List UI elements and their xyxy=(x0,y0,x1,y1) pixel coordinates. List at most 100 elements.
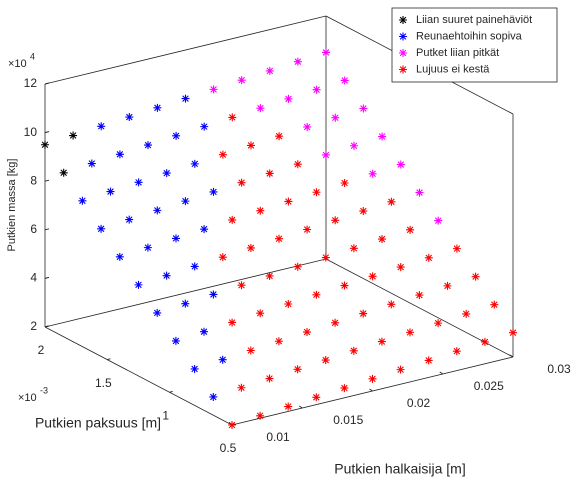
x-tick xyxy=(298,405,303,409)
data-point xyxy=(424,253,433,262)
data-point xyxy=(359,207,368,216)
z-exponent: 4 xyxy=(30,51,35,61)
data-point xyxy=(303,122,312,131)
data-point xyxy=(125,215,134,224)
data-point xyxy=(321,253,330,262)
z-tick-label: 2 xyxy=(30,319,37,333)
data-point xyxy=(200,327,208,336)
data-point xyxy=(331,216,340,225)
data-point xyxy=(200,225,209,234)
data-point xyxy=(434,319,443,328)
data-point xyxy=(368,169,377,178)
data-point xyxy=(377,337,386,346)
x-tick-label: 0.01 xyxy=(266,430,290,444)
data-point xyxy=(87,159,96,168)
data-point xyxy=(256,309,265,318)
data-point xyxy=(247,141,255,150)
axis-box-edge xyxy=(44,15,327,85)
data-point xyxy=(69,131,78,140)
data-point xyxy=(181,197,190,206)
data-point xyxy=(312,85,321,94)
data-point xyxy=(378,235,386,244)
data-point xyxy=(452,244,461,253)
data-point xyxy=(265,374,274,383)
data-point xyxy=(209,85,218,94)
data-point xyxy=(312,290,321,299)
data-point xyxy=(41,140,49,149)
z-tick-label: 4 xyxy=(30,271,37,285)
data-point xyxy=(312,188,321,197)
data-point xyxy=(97,224,106,233)
data-point xyxy=(181,94,190,103)
data-point xyxy=(256,206,265,215)
data-point xyxy=(331,318,340,327)
data-point xyxy=(246,346,255,355)
z-tick xyxy=(44,131,50,134)
data-point xyxy=(406,225,415,234)
data-point xyxy=(171,336,180,345)
data-point xyxy=(303,225,312,234)
data-point xyxy=(378,132,387,141)
data-point xyxy=(275,132,284,141)
data-point xyxy=(424,356,433,365)
data-point xyxy=(349,346,358,355)
data-point xyxy=(228,318,237,327)
z-multiplier: ×10 xyxy=(8,58,27,70)
data-point xyxy=(125,113,134,122)
z-tick xyxy=(44,228,50,231)
axis-box-edge xyxy=(44,326,233,426)
z-tick-label: 10 xyxy=(24,125,38,139)
data-point xyxy=(218,253,227,262)
data-point xyxy=(331,113,340,122)
data-point xyxy=(144,141,152,150)
y-tick-label: 1 xyxy=(162,409,169,423)
z-axis-title: Putkien massa [kg] xyxy=(6,159,18,252)
y-exponent: -3 xyxy=(40,385,48,395)
data-point xyxy=(284,300,293,309)
data-point xyxy=(312,393,321,402)
axis-box-edge xyxy=(325,258,514,358)
x-tick-label: 0.02 xyxy=(407,396,431,410)
data-point xyxy=(284,197,293,206)
data-point xyxy=(153,206,162,215)
data-point xyxy=(340,76,349,85)
data-point xyxy=(209,290,218,299)
data-point xyxy=(434,216,443,225)
z-tick xyxy=(44,82,50,85)
data-point xyxy=(340,281,349,290)
data-point xyxy=(78,196,87,205)
data-point xyxy=(284,94,293,103)
z-tick xyxy=(44,276,50,279)
data-point xyxy=(340,179,349,188)
data-point xyxy=(172,234,180,243)
data-point xyxy=(396,263,405,272)
data-point xyxy=(349,244,358,253)
y-tick-label: 0.5 xyxy=(220,441,237,455)
data-point xyxy=(387,300,396,309)
x-tick-label: 0.015 xyxy=(333,413,363,427)
x-axis-title: Putkien halkaisija [m] xyxy=(334,461,466,477)
data-point xyxy=(162,271,171,280)
legend-label: Putket liian pitkät xyxy=(416,47,499,59)
x-tick xyxy=(509,354,514,358)
data-point xyxy=(237,281,246,290)
x-tick-label: 0.025 xyxy=(474,379,504,393)
data-point xyxy=(153,308,162,317)
data-point xyxy=(293,262,302,271)
data-point xyxy=(265,169,274,178)
legend-marker xyxy=(399,49,407,57)
z-tick-label: 6 xyxy=(30,222,37,236)
data-point xyxy=(209,392,218,401)
data-point xyxy=(274,337,283,346)
data-point xyxy=(471,272,480,281)
z-tick xyxy=(44,179,50,182)
z-tick xyxy=(44,325,50,328)
data-point xyxy=(218,355,227,364)
data-point xyxy=(368,272,377,281)
data-point xyxy=(256,104,265,113)
legend-box xyxy=(391,7,558,83)
y-multiplier: ×10 xyxy=(18,392,37,404)
data-point xyxy=(359,309,368,318)
data-point xyxy=(97,122,106,131)
data-point xyxy=(322,48,330,57)
